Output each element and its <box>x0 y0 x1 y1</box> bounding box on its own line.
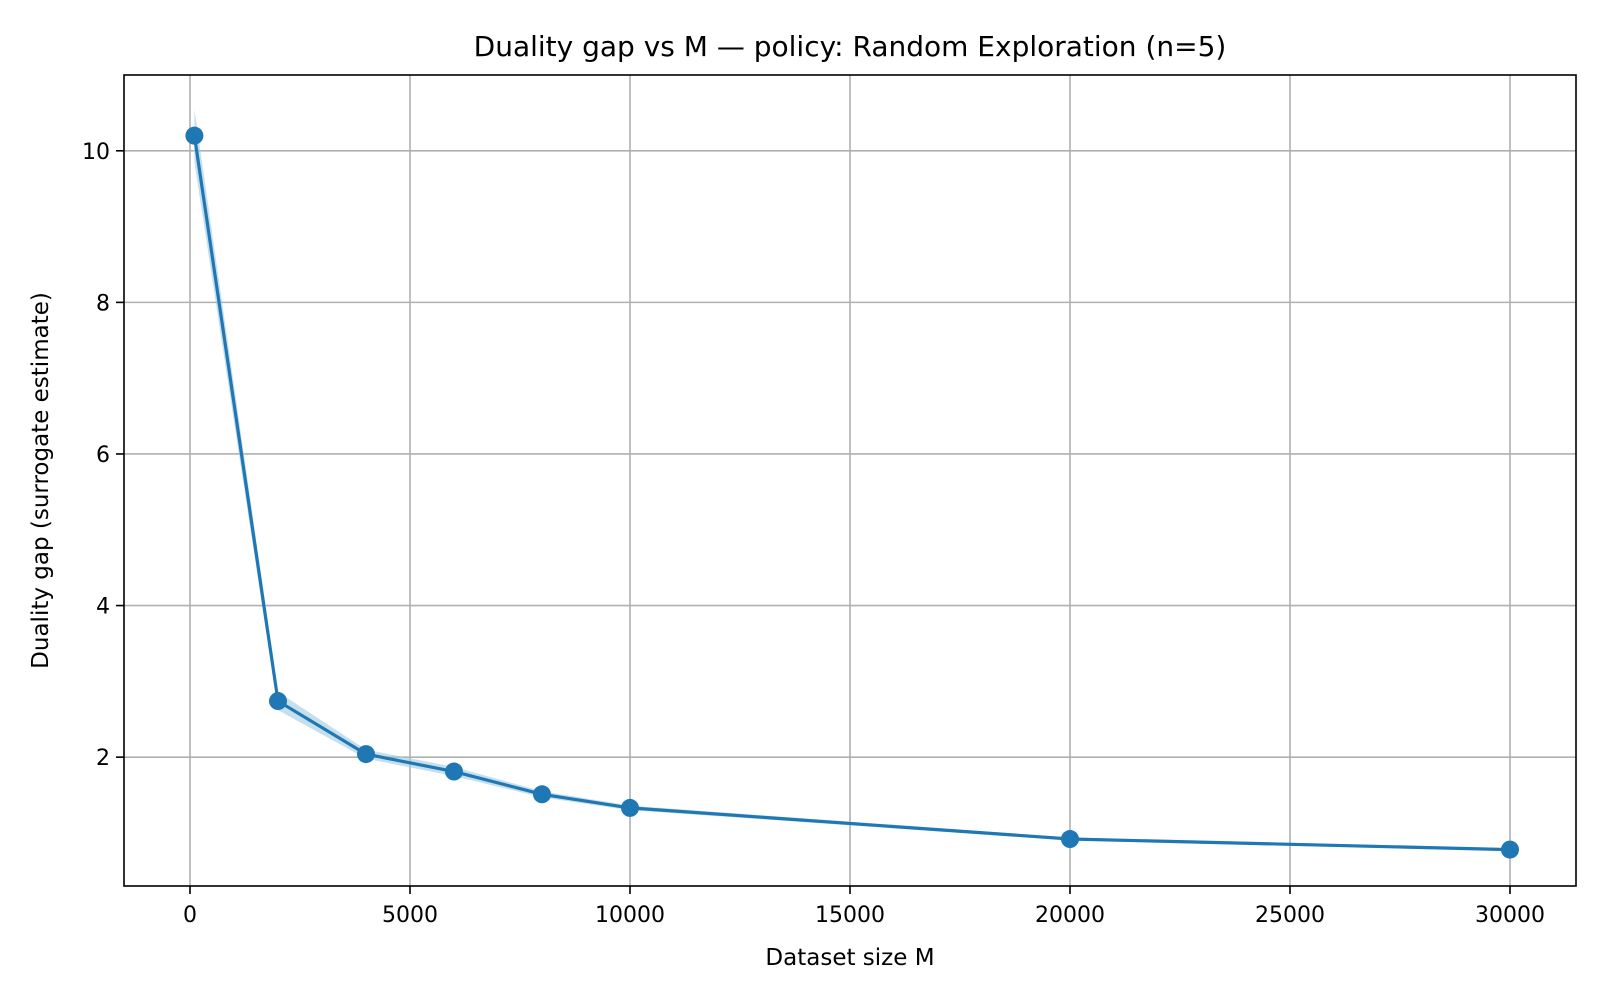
x-tick-label: 20000 <box>1035 903 1105 928</box>
series-line-layer <box>192 135 1511 852</box>
data-point <box>185 126 204 145</box>
x-axis: 0 5000 10000 15000 20000 25000 30000 <box>183 886 1545 928</box>
y-axis-label: Duality gap (surrogate estimate) <box>28 292 54 669</box>
y-tick-label: 2 <box>96 746 110 771</box>
data-point <box>533 785 551 804</box>
x-tick-label: 30000 <box>1475 903 1545 928</box>
data-point <box>445 762 463 781</box>
x-tick-label: 25000 <box>1255 903 1325 928</box>
data-point <box>269 692 287 711</box>
y-tick-label: 4 <box>96 595 110 620</box>
x-tick-label: 0 <box>183 903 197 928</box>
y-tick-label: 8 <box>96 291 110 316</box>
y-axis: 2 4 6 8 10 <box>82 140 124 771</box>
x-tick-label: 5000 <box>382 903 438 928</box>
x-axis-label: Dataset size M <box>765 945 934 971</box>
data-point <box>621 798 639 817</box>
y-tick-label: 6 <box>96 443 110 468</box>
data-point <box>1501 840 1519 859</box>
data-point <box>357 745 375 764</box>
y-tick-label: 10 <box>82 140 110 165</box>
chart-title: Duality gap vs M — policy: Random Explor… <box>474 30 1227 63</box>
x-tick-label: 15000 <box>815 903 885 928</box>
data-point <box>1061 830 1079 849</box>
x-tick-label: 10000 <box>595 903 665 928</box>
data-point-layer <box>185 126 1519 859</box>
series-line <box>192 135 1511 852</box>
